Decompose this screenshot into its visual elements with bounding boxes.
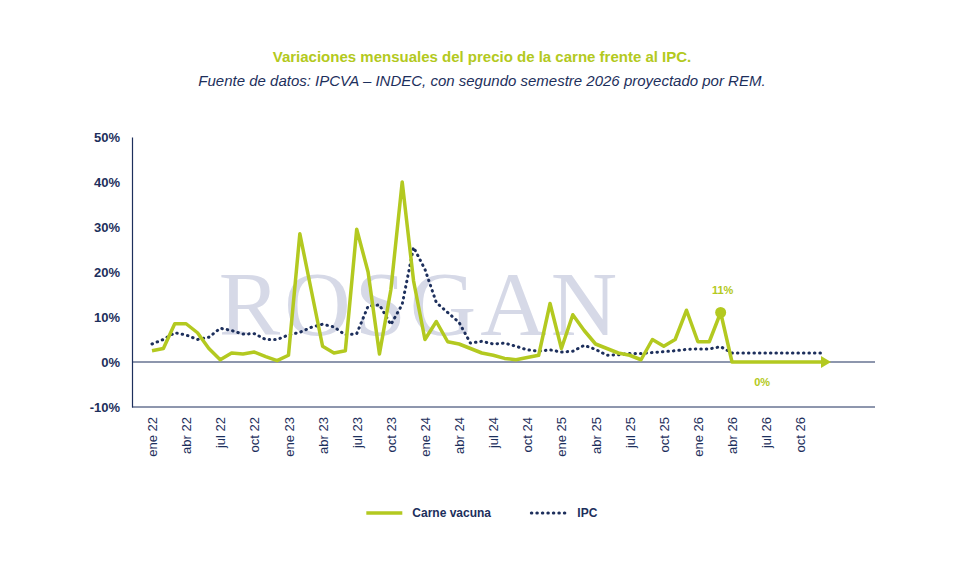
x-tick: ene 22 — [145, 407, 160, 457]
annotation: 0% — [754, 376, 770, 388]
x-tick-label: jul 24 — [486, 417, 501, 449]
y-tick-label: 20% — [94, 265, 120, 280]
x-axis-line — [132, 407, 875, 408]
subtitle: Fuente de datos: IPCVA – INDEC, con segu… — [198, 72, 765, 89]
y-tick: 0% — [101, 355, 132, 370]
y-tick-label: 50% — [94, 130, 120, 145]
x-tick: oct 26 — [793, 407, 808, 452]
x-tick-label: oct 24 — [520, 417, 535, 452]
x-tick-label: ene 25 — [554, 417, 569, 457]
x-tick: ene 23 — [282, 407, 297, 457]
legend-label: IPC — [577, 506, 597, 520]
x-tick: jul 22 — [213, 407, 228, 449]
y-tick: 50% — [94, 130, 132, 145]
x-tick-label: ene 23 — [282, 417, 297, 457]
x-tick: abr 24 — [452, 407, 467, 454]
y-tick: 40% — [94, 175, 132, 190]
x-tick-label: ene 24 — [418, 417, 433, 457]
title: Variaciones mensuales del precio de la c… — [273, 48, 692, 65]
series-line — [152, 247, 823, 355]
x-tick: oct 25 — [657, 407, 672, 452]
annotation: 11% — [712, 284, 734, 296]
y-tick-label: 30% — [94, 220, 120, 235]
series-line — [152, 182, 823, 362]
x-tick-label: ene 26 — [691, 417, 706, 457]
x-tick-label: abr 23 — [316, 417, 331, 454]
x-tick: jul 24 — [486, 407, 501, 449]
highlight-dot — [715, 307, 726, 318]
x-tick: jul 23 — [350, 407, 365, 449]
y-axis-line — [132, 138, 133, 408]
x-tick: oct 24 — [520, 407, 535, 452]
x-tick: abr 22 — [179, 407, 194, 454]
y-tick: 30% — [94, 220, 132, 235]
x-tick: ene 26 — [691, 407, 706, 457]
x-tick-label: oct 26 — [793, 417, 808, 452]
x-tick: oct 23 — [384, 407, 399, 452]
x-tick-label: ene 22 — [145, 417, 160, 457]
y-tick: 10% — [94, 310, 132, 325]
legend: Carne vacuna IPC — [366, 506, 597, 520]
x-tick-label: jul 26 — [759, 417, 774, 449]
legend-swatch — [531, 512, 567, 515]
x-tick-label: jul 23 — [350, 417, 365, 449]
y-axis: -10% 0% 10% 20% 30% 40% 50% — [90, 130, 133, 415]
x-tick: jul 25 — [623, 407, 638, 449]
x-tick: abr 23 — [316, 407, 331, 454]
arrow-head — [821, 356, 831, 368]
x-tick-label: abr 25 — [589, 417, 604, 454]
y-tick: 20% — [94, 265, 132, 280]
x-tick-label: abr 22 — [179, 417, 194, 454]
x-tick: abr 25 — [589, 407, 604, 454]
x-tick-label: oct 23 — [384, 417, 399, 452]
x-tick: jul 26 — [759, 407, 774, 449]
chart: Variaciones mensuales del precio de la c… — [0, 0, 964, 566]
y-tick: -10% — [90, 400, 132, 415]
legend-swatch — [366, 511, 402, 515]
x-tick: abr 26 — [725, 407, 740, 454]
x-tick-label: oct 22 — [247, 417, 262, 452]
x-tick-label: abr 26 — [725, 417, 740, 454]
y-tick-label: 10% — [94, 310, 120, 325]
y-tick-label: -10% — [90, 400, 121, 415]
y-tick-label: 40% — [94, 175, 120, 190]
x-tick: oct 22 — [247, 407, 262, 452]
y-tick-label: 0% — [101, 355, 120, 370]
plot-area — [152, 182, 823, 362]
legend-label: Carne vacuna — [412, 506, 491, 520]
x-axis: ene 22 abr 22 jul 22 oct 22 ene 23 abr 23 jul … — [132, 407, 875, 457]
x-tick: ene 24 — [418, 407, 433, 457]
x-tick: ene 25 — [554, 407, 569, 457]
x-tick-label: jul 25 — [623, 417, 638, 449]
x-tick-label: jul 22 — [213, 417, 228, 449]
x-tick-label: oct 25 — [657, 417, 672, 452]
x-tick-label: abr 24 — [452, 417, 467, 454]
